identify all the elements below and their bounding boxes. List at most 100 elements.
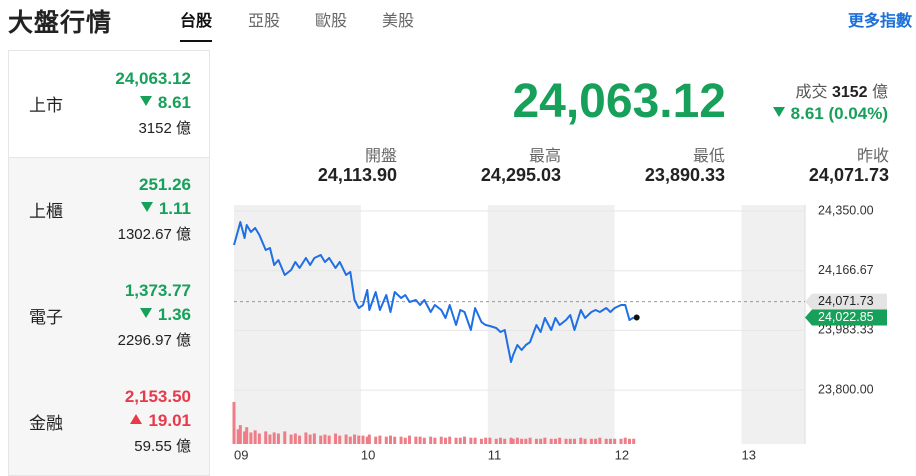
turnover-value: 3152: [831, 84, 868, 101]
volume-bar: [257, 433, 261, 444]
volume-bar: [520, 438, 524, 444]
volume-bar: [594, 438, 598, 444]
volume-bar: [357, 435, 361, 444]
hour-band: [741, 205, 805, 444]
price-line: [233, 220, 635, 363]
volume-bar: [399, 436, 403, 444]
volume-bar: [558, 437, 562, 444]
volume-bar: [253, 430, 257, 444]
volume-bar: [503, 438, 507, 444]
index-name: 上市: [29, 96, 63, 115]
volume-bar: [374, 436, 378, 444]
more-link[interactable]: 更多指數: [847, 13, 912, 30]
volume-bar: [283, 431, 287, 444]
volume-bar: [268, 434, 272, 444]
y-tick-label: 24,350.00: [818, 203, 874, 217]
volume-bar: [583, 438, 587, 444]
volume-bar: [463, 436, 467, 444]
stat-value: 23,890.33: [644, 165, 725, 185]
volume-bar: [448, 436, 452, 444]
volume-bar: [539, 438, 543, 444]
tab[interactable]: 亞股: [248, 13, 281, 30]
volume-bar: [469, 437, 473, 444]
turnover: 成交 3152 億: [795, 78, 888, 102]
change-text: 1.36: [157, 305, 191, 324]
volume-bar: [232, 402, 236, 444]
index-row[interactable]: 金融 2,153.50 19.01 59.55 億: [9, 369, 209, 475]
volume-bar: [264, 431, 268, 444]
volume-bar: [422, 437, 426, 444]
hour-band: [234, 205, 361, 444]
volume-bar: [515, 437, 519, 444]
hour-band: [487, 205, 615, 444]
volume-bar: [327, 435, 331, 444]
volume-bar: [604, 438, 608, 444]
volume-bar: [272, 432, 276, 444]
tab[interactable]: 美股: [382, 13, 415, 30]
index-change: 1.11: [140, 199, 191, 219]
volume-bar: [511, 438, 515, 444]
volume-bar: [323, 434, 327, 444]
index-change: 8.61: [139, 93, 191, 113]
change-text: 8.61: [157, 93, 191, 112]
volume-bar: [245, 427, 249, 444]
volume-bar: [568, 438, 572, 444]
stat-value: 24,295.03: [480, 165, 561, 185]
volume-bar: [619, 438, 623, 444]
index-value: 1,373.77: [124, 281, 191, 300]
volume-bar: [572, 438, 576, 444]
volume-bar: [418, 436, 422, 444]
volume-bar: [627, 438, 631, 444]
index-name: 上櫃: [29, 202, 63, 221]
index-list: 上市 24,063.12 8.61 3152 億上櫃 251.26 1.11 1302.67…: [8, 50, 210, 476]
volume-bar: [454, 437, 458, 444]
volume-bar: [319, 435, 323, 444]
index-volume: 1302.67 億: [117, 226, 191, 243]
turnover-label: 成交: [795, 84, 828, 101]
volume-bar: [293, 433, 297, 444]
index-change: 1.36: [139, 305, 191, 325]
last-point: [633, 314, 640, 321]
reference-tag-bg: [805, 293, 887, 310]
y-tick-label: 23,983.33: [818, 323, 874, 337]
index-value: 251.26: [139, 175, 191, 194]
volume-bar: [589, 438, 593, 444]
volume-bar: [632, 438, 636, 444]
turnover-unit: 億: [871, 84, 888, 101]
tab[interactable]: 台股: [180, 7, 213, 42]
last-price-tag: 24,022.85: [818, 310, 874, 324]
volume-bar: [598, 437, 602, 444]
volume-bar: [361, 435, 365, 444]
volume-bar: [439, 436, 443, 444]
volume-bar: [367, 434, 371, 444]
change-text: 8.61 (0.04%): [790, 104, 888, 123]
volume-bar: [543, 437, 547, 444]
volume-bar: [443, 437, 447, 444]
change-arrow: [140, 202, 153, 212]
index-row[interactable]: 電子 1,373.77 1.36 2296.97 億: [9, 263, 209, 369]
volume-bar: [479, 438, 483, 444]
volume-bar: [433, 437, 437, 444]
x-tick-label: 11: [488, 447, 502, 462]
volume-bar: [308, 434, 312, 444]
change-arrow: [139, 96, 152, 106]
volume-bar: [613, 438, 617, 444]
index-value: 2,153.50: [124, 387, 191, 406]
volume-bar: [298, 435, 302, 444]
stat-label: 開盤: [364, 148, 397, 165]
index-row[interactable]: 上櫃 251.26 1.11 1302.67 億: [9, 157, 209, 263]
volume-bar: [238, 425, 242, 444]
index-row[interactable]: 上市 24,063.12 8.61 3152 億: [9, 51, 209, 158]
volume-bar: [458, 437, 462, 444]
tab[interactable]: 歐股: [315, 13, 348, 30]
stat-label: 最低: [692, 148, 725, 165]
x-tick-label: 10: [361, 447, 375, 462]
volume-bar: [608, 438, 612, 444]
volume-bar: [579, 437, 583, 444]
volume-bar: [553, 438, 557, 444]
volume-bar: [243, 431, 247, 444]
volume-bar: [344, 434, 348, 444]
volume-bar: [348, 436, 352, 444]
volume-bar: [484, 437, 488, 444]
